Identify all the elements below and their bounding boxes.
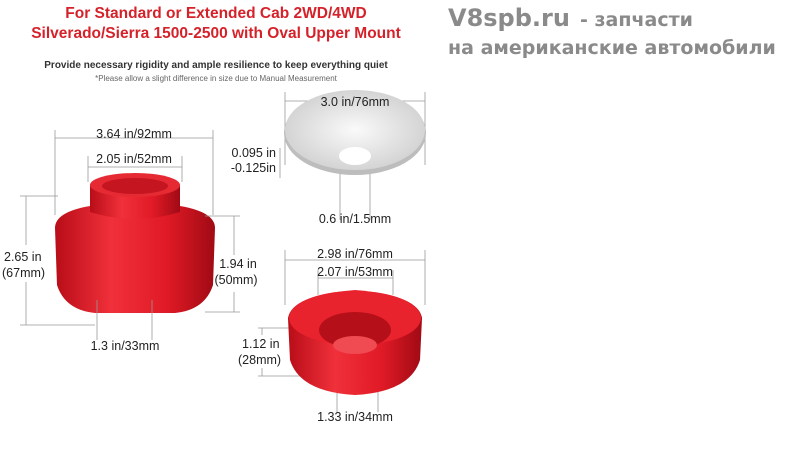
dimension-label: 2.65 in bbox=[4, 250, 42, 264]
subtitle: Provide necessary rigidity and ample res… bbox=[44, 60, 388, 71]
dimension-label: -0.125in bbox=[231, 161, 276, 175]
lower-bushing bbox=[288, 290, 422, 395]
watermark-site: V8spb.ru bbox=[448, 4, 570, 32]
watermark-text: на американские автомобили bbox=[448, 37, 776, 59]
watermark-text: - запчасти bbox=[580, 9, 693, 31]
dimension-label: 2.07 in/53mm bbox=[317, 265, 393, 279]
title: Silverado/Sierra 1500-2500 with Oval Upp… bbox=[31, 25, 401, 42]
dimension-label: 3.0 in/76mm bbox=[321, 95, 390, 109]
dimension-label: 1.3 in/33mm bbox=[91, 339, 160, 353]
dimension-label: (28mm) bbox=[238, 353, 281, 367]
title: For Standard or Extended Cab 2WD/4WD bbox=[65, 5, 366, 22]
dimension-label: 1.33 in/34mm bbox=[317, 410, 393, 424]
washer bbox=[284, 90, 426, 175]
upper-bushing bbox=[55, 173, 215, 313]
dimension-label: 3.64 in/92mm bbox=[96, 127, 172, 141]
dimension-label: 0.095 in bbox=[232, 146, 277, 160]
dimension-label: 1.94 in bbox=[219, 257, 257, 271]
dimension-label: 2.05 in/52mm bbox=[96, 152, 172, 166]
note: *Please allow a slight difference in siz… bbox=[95, 74, 338, 83]
dimension-label: (50mm) bbox=[214, 273, 257, 287]
dimension-label: 1.12 in bbox=[242, 337, 280, 351]
dimension-label: (67mm) bbox=[2, 266, 45, 280]
dimension-lines bbox=[20, 92, 426, 412]
dimension-label: 0.6 in/1.5mm bbox=[319, 212, 391, 226]
dimension-label: 2.98 in/76mm bbox=[317, 247, 393, 261]
